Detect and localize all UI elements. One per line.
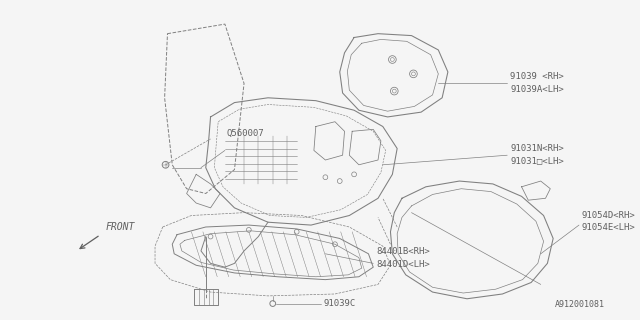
Text: 91031□<LH>: 91031□<LH> (510, 156, 564, 165)
Text: 91031N<RH>: 91031N<RH> (510, 144, 564, 153)
Text: 91054E<LH>: 91054E<LH> (582, 223, 636, 232)
Text: 91054D<RH>: 91054D<RH> (582, 211, 636, 220)
Text: 91039 <RH>: 91039 <RH> (510, 72, 564, 81)
Text: 91039A<LH>: 91039A<LH> (510, 85, 564, 94)
Text: FRONT: FRONT (105, 222, 134, 232)
Text: A912001081: A912001081 (555, 300, 605, 309)
Text: 91039C: 91039C (323, 299, 356, 308)
Text: 84401D<LH>: 84401D<LH> (376, 260, 430, 269)
Text: Q560007: Q560007 (227, 129, 264, 138)
Text: 84401B<RH>: 84401B<RH> (376, 247, 430, 256)
